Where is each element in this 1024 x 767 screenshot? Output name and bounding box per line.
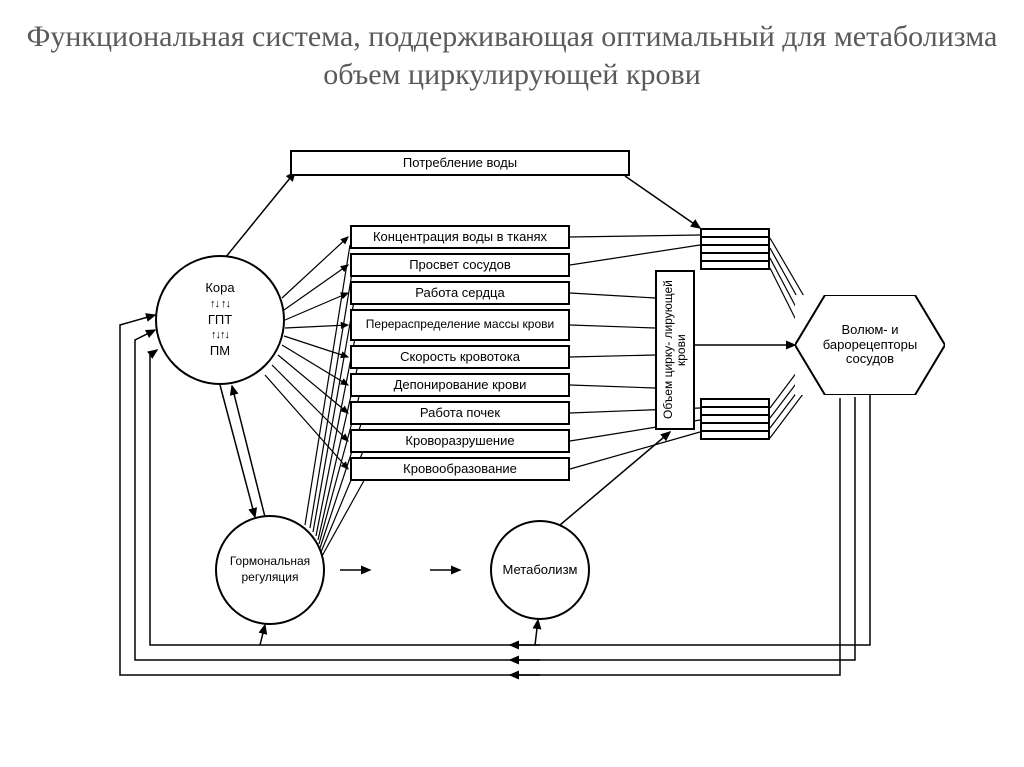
brain-line-4: ПМ [210,343,230,360]
brain-line-1: ↑↓ ↑↓ [210,297,230,311]
node-center-5: Депонирование крови [350,373,570,397]
page-title: Функциональная система, поддерживающая о… [0,18,1024,93]
node-center-3: Перераспределение массы крови [350,309,570,341]
node-center-8: Кровообразование [350,457,570,481]
stacked-bars-bottom [700,398,770,438]
brain-line-3: ↑↓↑↓ [211,328,229,342]
node-metabolism: Метаболизм [490,520,590,620]
node-brain: Кора ↑↓ ↑↓ ГПТ ↑↓↑↓ ПМ [155,255,285,385]
node-center-4: Скорость кровотока [350,345,570,369]
receptors-label: Волюм- и барорецепторы сосудов [795,323,945,368]
node-receptors: Волюм- и барорецепторы сосудов [795,295,945,395]
brain-line-0: Кора [205,280,234,297]
node-center-2: Работа сердца [350,281,570,305]
node-hormone: Гормональная регуляция [215,515,325,625]
blood-volume-label: Объем цирку- лирующей крови [662,272,688,428]
node-center-6: Работа почек [350,401,570,425]
node-center-7: Кроворазрушение [350,429,570,453]
diagram-canvas: Потребление воды Концентрация воды в тка… [60,150,960,730]
node-water-intake: Потребление воды [290,150,630,176]
stacked-bars-top [700,228,770,268]
brain-line-2: ГПТ [208,312,232,329]
node-blood-volume: Объем цирку- лирующей крови [655,270,695,430]
node-center-1: Просвет сосудов [350,253,570,277]
node-center-0: Концентрация воды в тканях [350,225,570,249]
